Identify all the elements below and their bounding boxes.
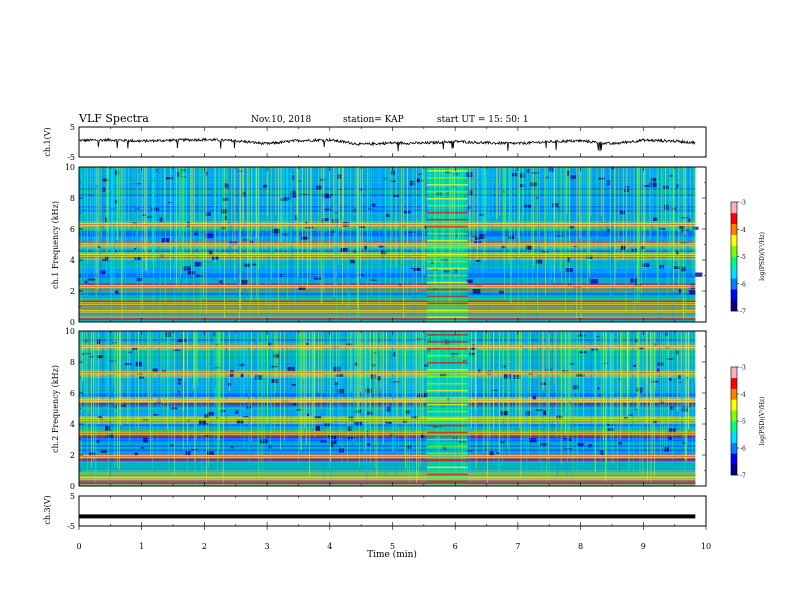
x-tick-label: 5 bbox=[390, 542, 395, 551]
x-tick-label: 4 bbox=[327, 542, 332, 551]
colorbar-segment bbox=[731, 421, 737, 433]
colorbar-segment bbox=[731, 212, 737, 225]
colorbar-segment bbox=[731, 410, 737, 422]
colorbar-segment bbox=[731, 267, 737, 279]
ch2-spec-ylabel: ch.2 Frequency (kHz) bbox=[51, 365, 60, 453]
colorbar-label: log(PSD)(V²/Hz) bbox=[759, 232, 766, 281]
burst-region bbox=[426, 331, 468, 486]
panel-frame bbox=[78, 495, 707, 527]
x-tick-label: 7 bbox=[515, 542, 520, 551]
colorbar-tick-label: -4 bbox=[740, 227, 746, 234]
colorbar-tick-label: -6 bbox=[740, 281, 746, 288]
x-tick-label: 10 bbox=[701, 542, 711, 551]
y-tick-label: 4 bbox=[70, 420, 75, 429]
colorbar-segment bbox=[731, 223, 737, 235]
header-start-time: start UT = 15: 50: 1 bbox=[437, 115, 529, 125]
y-tick-label: 6 bbox=[70, 389, 75, 398]
colorbar-tick-label: -3 bbox=[740, 365, 746, 372]
colorbar-segment bbox=[731, 388, 737, 400]
colorbar-segment bbox=[731, 464, 737, 476]
colorbar-tick-label: -4 bbox=[740, 392, 746, 399]
header-station: station= KAP bbox=[343, 115, 404, 125]
chart-title: VLF Spectra bbox=[78, 112, 149, 125]
colorbar-segment bbox=[731, 377, 737, 389]
ch1-colorbar: -3 -4 -5 -6 -7 log(PSD)(V²/Hz) bbox=[730, 200, 766, 316]
y-tick-label: 5 bbox=[70, 123, 75, 132]
colorbar-segment bbox=[731, 245, 737, 257]
colorbar-segment bbox=[731, 431, 737, 443]
y-tick-label: 2 bbox=[70, 451, 75, 460]
x-tick-label: 8 bbox=[578, 542, 583, 551]
header-date: Nov.10, 2018 bbox=[251, 115, 312, 125]
y-tick-label: 4 bbox=[70, 256, 75, 265]
x-tick-label: 9 bbox=[641, 542, 646, 551]
panel-frame bbox=[78, 330, 707, 487]
colorbar-tick-label: -3 bbox=[740, 200, 746, 207]
colorbar-segment bbox=[731, 453, 737, 465]
ch1-spec-ylabel: ch.1 Frequency (kHz) bbox=[51, 201, 60, 289]
y-tick-label: 2 bbox=[70, 287, 75, 296]
y-tick-label: 6 bbox=[70, 225, 75, 234]
colorbar-segment bbox=[731, 278, 737, 290]
panel-frame bbox=[78, 166, 707, 323]
colorbar-tick-label: -7 bbox=[740, 309, 746, 316]
ch1-spectrogram-panel: 0 2 4 6 8 10 bbox=[65, 163, 707, 327]
y-tick-label: 5 bbox=[70, 492, 75, 501]
y-tick-label: 8 bbox=[70, 194, 75, 203]
ch1-waveform-line bbox=[79, 137, 696, 152]
colorbar-segment bbox=[731, 300, 737, 312]
x-tick-label: 1 bbox=[139, 542, 144, 551]
colorbar-segment bbox=[731, 367, 737, 379]
x-tick-label: 2 bbox=[202, 542, 207, 551]
y-tick-label: 10 bbox=[65, 163, 75, 172]
colorbar-tick-label: -5 bbox=[740, 419, 746, 426]
colorbar-segment bbox=[731, 442, 737, 454]
ch2-colorbar: -3 -4 -5 -6 -7 log(PSD)(V²/Hz) bbox=[730, 365, 766, 480]
burst-region bbox=[426, 167, 468, 322]
ch3-waveform-panel: 5 -5 0 1 2 3 4 5 6 7 8 9 10 bbox=[67, 492, 711, 551]
ch1-waveform-panel: 5 -5 bbox=[67, 123, 707, 162]
x-tick-label: 3 bbox=[265, 542, 270, 551]
x-tick-label: 6 bbox=[453, 542, 458, 551]
y-tick-label: 0 bbox=[70, 482, 75, 491]
ch3-waveform-line bbox=[79, 514, 696, 519]
y-tick-label: 0 bbox=[70, 318, 75, 327]
y-tick-label: -5 bbox=[67, 522, 75, 531]
colorbar-segment bbox=[731, 399, 737, 411]
x-axis-label: Time (min) bbox=[367, 549, 417, 560]
ch3-ylabel: ch.3(V) bbox=[43, 495, 52, 524]
y-tick-label: 10 bbox=[65, 327, 75, 336]
colorbar-segment bbox=[731, 256, 737, 268]
colorbar-segment bbox=[731, 202, 737, 214]
colorbar-label: log(PSD)(V²/Hz) bbox=[759, 397, 766, 446]
colorbar-segment bbox=[731, 289, 737, 301]
colorbar-tick-label: -6 bbox=[740, 446, 746, 453]
ch1-ylabel: ch.1(V) bbox=[43, 127, 52, 156]
colorbar-tick-label: -5 bbox=[740, 254, 746, 261]
y-tick-label: -5 bbox=[67, 153, 75, 162]
colorbar-segment bbox=[731, 234, 737, 246]
y-tick-label: 8 bbox=[70, 358, 75, 367]
panel-frame bbox=[78, 126, 707, 158]
x-tick-label: 0 bbox=[76, 542, 81, 551]
colorbar-tick-label: -7 bbox=[740, 473, 746, 480]
ch2-spectrogram-panel: 0 2 4 6 8 10 bbox=[65, 327, 707, 491]
